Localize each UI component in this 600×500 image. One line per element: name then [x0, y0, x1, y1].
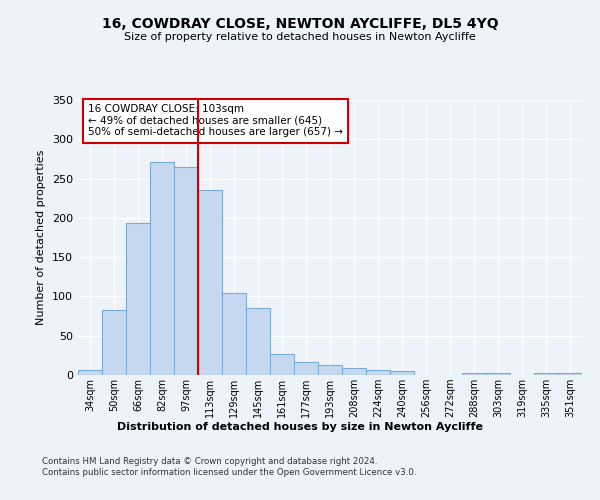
Bar — [318, 365, 342, 375]
Bar — [534, 372, 558, 375]
Bar — [102, 310, 126, 375]
Bar — [462, 372, 486, 375]
Text: 16, COWDRAY CLOSE, NEWTON AYCLIFFE, DL5 4YQ: 16, COWDRAY CLOSE, NEWTON AYCLIFFE, DL5 … — [101, 18, 499, 32]
Y-axis label: Number of detached properties: Number of detached properties — [37, 150, 46, 325]
Bar — [342, 368, 366, 375]
Bar — [174, 167, 198, 375]
Text: 16 COWDRAY CLOSE: 103sqm
← 49% of detached houses are smaller (645)
50% of semi-: 16 COWDRAY CLOSE: 103sqm ← 49% of detach… — [88, 104, 343, 138]
Bar — [366, 370, 390, 375]
Bar — [126, 224, 150, 375]
Bar — [150, 162, 174, 375]
Bar — [246, 308, 270, 375]
Bar — [270, 354, 294, 375]
Text: Size of property relative to detached houses in Newton Aycliffe: Size of property relative to detached ho… — [124, 32, 476, 42]
Bar — [198, 190, 222, 375]
Bar — [78, 370, 102, 375]
Text: Distribution of detached houses by size in Newton Aycliffe: Distribution of detached houses by size … — [117, 422, 483, 432]
Bar — [222, 294, 246, 375]
Text: Contains HM Land Registry data © Crown copyright and database right 2024.
Contai: Contains HM Land Registry data © Crown c… — [42, 458, 416, 477]
Bar — [294, 362, 318, 375]
Bar — [486, 374, 510, 375]
Bar — [558, 374, 582, 375]
Bar — [390, 371, 414, 375]
